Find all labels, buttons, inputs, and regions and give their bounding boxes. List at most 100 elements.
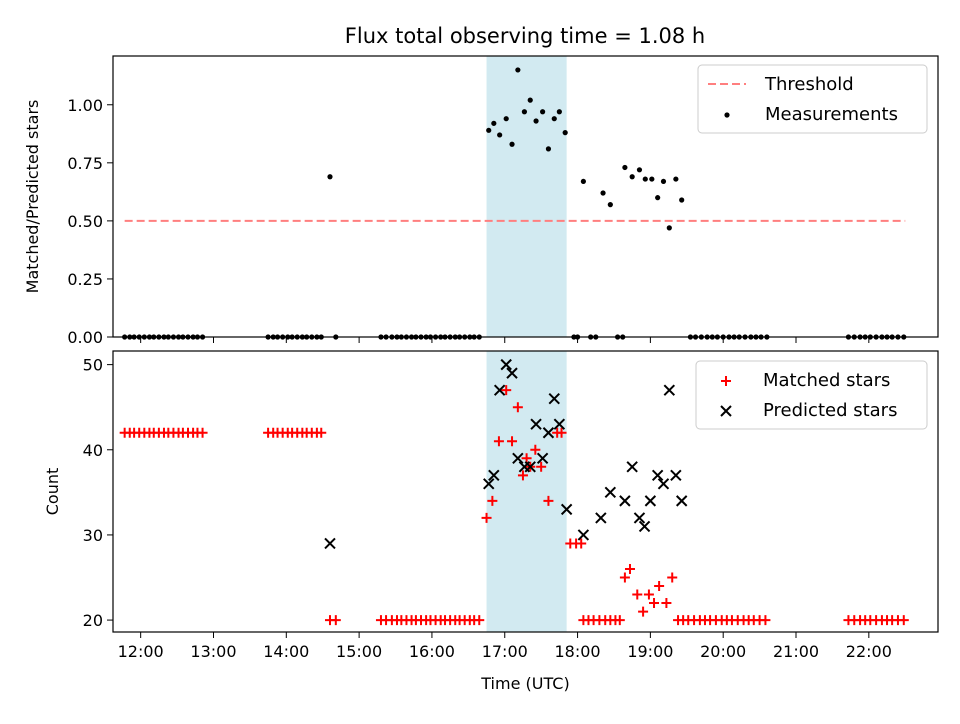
- measurement-point: [527, 97, 533, 103]
- predicted-star-marker: [542, 427, 555, 439]
- matched-star-marker: [197, 427, 208, 438]
- legend-threshold-label: Threshold: [764, 74, 854, 95]
- measurement-point: [509, 141, 515, 147]
- predicted-star-marker: [483, 478, 495, 490]
- measurement-point: [666, 225, 672, 231]
- measurement-point: [600, 190, 606, 196]
- measurement-point: [580, 178, 586, 185]
- predicted-star-marker: [577, 529, 590, 541]
- matched-star-marker: [643, 589, 654, 600]
- measurement-point: [660, 178, 667, 185]
- measurement-point: [562, 130, 568, 136]
- measurement-point: [486, 127, 492, 133]
- x-tick-label: 17:00: [482, 642, 528, 661]
- predicted-star-marker: [675, 495, 688, 507]
- y-tick-label: 50: [83, 356, 103, 375]
- matched-star-marker: [474, 615, 485, 626]
- x-tick-label: 16:00: [409, 642, 455, 661]
- predicted-star-marker: [604, 486, 617, 499]
- matched-star-marker: [576, 538, 587, 549]
- matched-star-marker: [493, 436, 504, 447]
- matched-star-marker: [487, 495, 498, 506]
- matched-star-marker: [521, 453, 532, 464]
- top-panel: 0.00 0.25 0.50 0.75 1.00 Matched/Predicted st…: [23, 55, 939, 347]
- x-tick-label: 13:00: [190, 642, 236, 661]
- measurement-point: [503, 116, 509, 122]
- matched-star-marker: [507, 436, 518, 447]
- matched-star-marker: [536, 461, 547, 472]
- measurement-point: [521, 109, 528, 115]
- x-axis-label: Time (UTC): [480, 674, 569, 693]
- matched-star-marker: [898, 615, 909, 626]
- predicted-star-marker: [626, 461, 638, 473]
- matched-star-marker: [667, 572, 678, 583]
- predicted-star-marker: [530, 418, 542, 430]
- matched-star-marker: [632, 589, 643, 600]
- predicted-star-marker: [324, 537, 336, 550]
- y-tick-label: 0.25: [67, 270, 103, 289]
- measurement-point: [497, 132, 503, 138]
- matched-star-marker: [330, 615, 341, 626]
- y-axis-label: Matched/Predicted stars: [23, 100, 42, 294]
- matched-star-marker: [649, 598, 660, 609]
- matched-star-marker: [517, 470, 528, 481]
- matched-star-marker: [543, 495, 554, 506]
- matched-star-marker: [530, 444, 541, 455]
- y-tick-label: 40: [83, 441, 103, 460]
- x-tick-label: 22:00: [846, 642, 892, 661]
- predicted-star-marker: [657, 478, 670, 490]
- y-tick-label: 1.00: [67, 96, 103, 115]
- measurement-point: [533, 118, 539, 124]
- matched-star-marker: [501, 385, 512, 396]
- matched-star-marker: [512, 402, 523, 413]
- matched-star-marker: [661, 598, 672, 609]
- axes-frame: [112, 350, 939, 633]
- predicted-star-marker: [536, 452, 549, 464]
- x-tick-label: 19:00: [627, 642, 673, 661]
- measurement-point: [545, 146, 552, 152]
- x-tick-label: 18:00: [555, 642, 601, 661]
- legend-box: [695, 360, 928, 430]
- matched-star-marker: [760, 615, 771, 626]
- axes-frame: [112, 55, 939, 338]
- legend-matched-swatch: [721, 376, 731, 386]
- measurement-point: [491, 120, 497, 126]
- y-tick-label: 0.00: [67, 328, 103, 347]
- x-tick-label: 20:00: [700, 642, 746, 661]
- predicted-star-marker: [644, 495, 657, 507]
- matched-star-marker: [619, 572, 630, 583]
- matched-star-marker: [638, 606, 649, 617]
- legend-measurement-swatch: [724, 112, 730, 118]
- chart-title: Flux total observing time = 1.08 h: [345, 24, 705, 48]
- x-tick-label: 14:00: [263, 642, 309, 661]
- predicted-star-marker: [670, 469, 682, 482]
- matched-star-marker: [654, 581, 665, 592]
- predicted-star-marker: [548, 392, 560, 405]
- y-tick-label: 0.50: [67, 212, 103, 231]
- predicted-star-marker: [488, 469, 500, 482]
- measurement-point: [649, 176, 655, 182]
- y-axis-label: Count: [43, 468, 62, 516]
- predicted-star-marker: [500, 358, 512, 371]
- predicted-star-marker: [651, 469, 664, 482]
- x-tick-label: 15:00: [336, 642, 382, 661]
- legend-box: [697, 64, 928, 134]
- measurement-point: [655, 195, 661, 201]
- matched-star-marker: [556, 427, 567, 438]
- bottom-panel: 20 30 40 50 12:00 13:00 14:00 15:00 16:00 17:00 18…: [43, 350, 939, 693]
- predicted-star-marker: [619, 495, 631, 507]
- matched-star-marker: [316, 427, 327, 438]
- measurement-point: [642, 176, 648, 182]
- highlight-span: [486, 56, 567, 337]
- legend-matched-label: Matched stars: [763, 370, 890, 391]
- measurement-point: [551, 116, 557, 122]
- legend-predicted-swatch: [720, 405, 732, 417]
- predicted-star-marker: [595, 512, 607, 524]
- measurement-point: [673, 176, 679, 182]
- measurement-point: [540, 109, 546, 115]
- predicted-star-marker: [512, 452, 524, 464]
- x-tick-label: 12:00: [118, 642, 164, 661]
- measurement-point: [679, 197, 685, 203]
- y-tick-label: 20: [83, 611, 103, 630]
